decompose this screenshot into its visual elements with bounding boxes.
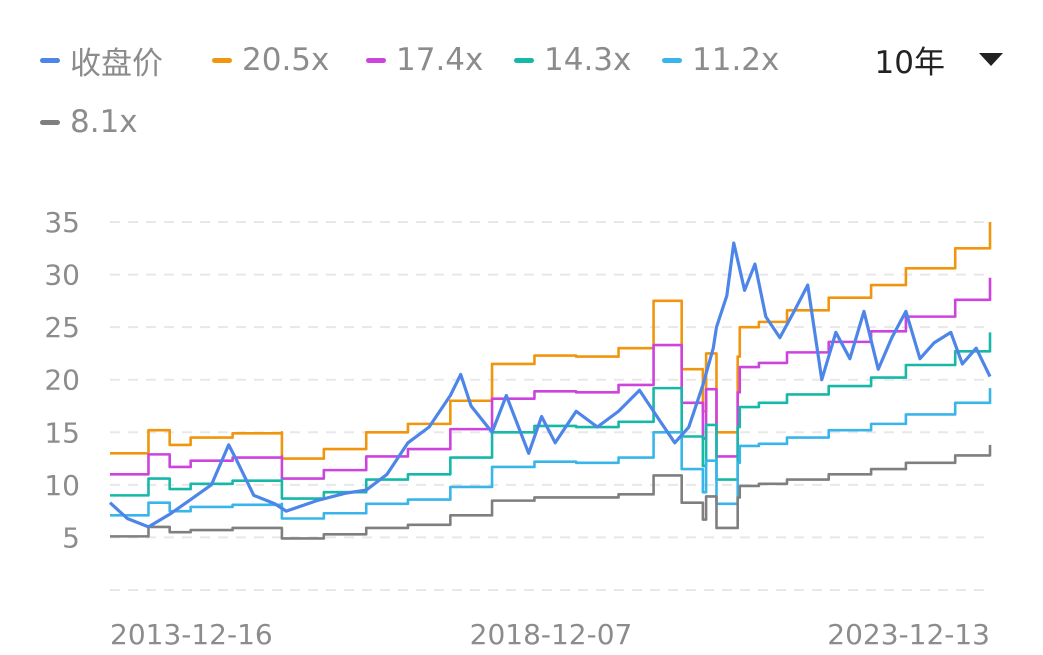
y-tick-label: 10 xyxy=(44,469,80,502)
x-axis-ticks: 2013-12-16 2018-12-07 2023-12-13 xyxy=(110,618,990,651)
grid-lines xyxy=(110,221,990,591)
legend-item-17-4x[interactable]: 17.4x xyxy=(366,34,483,86)
y-tick-label: 35 xyxy=(44,206,80,239)
legend-label: 8.1x xyxy=(70,104,138,140)
caret-down-icon xyxy=(979,52,1003,66)
period-selector-label: 10年 xyxy=(874,44,945,81)
y-tick-label: 20 xyxy=(44,364,80,397)
x-tick-label: 2018-12-07 xyxy=(470,618,633,651)
x-tick-label: 2023-12-13 xyxy=(827,618,990,651)
series-lines xyxy=(108,222,992,540)
legend-label: 14.3x xyxy=(544,42,632,78)
legend-item-11-2x[interactable]: 11.2x xyxy=(662,34,779,86)
x-tick-label: 2013-12-16 xyxy=(110,618,273,651)
y-tick-label: 15 xyxy=(44,416,80,449)
y-axis-ticks: 35 30 25 20 15 10 5 xyxy=(44,206,80,554)
series-line-5 xyxy=(108,241,992,529)
legend-swatch xyxy=(40,57,60,63)
y-tick-label: 5 xyxy=(62,521,80,554)
legend-swatch xyxy=(40,119,60,125)
series-line-2 xyxy=(110,332,992,500)
period-selector[interactable]: 10年 xyxy=(875,34,1003,84)
legend-label: 11.2x xyxy=(692,42,780,78)
legend-swatch xyxy=(662,57,682,63)
legend-item-close-price[interactable]: 收盘价 xyxy=(40,34,163,86)
series-line-0 xyxy=(110,222,992,460)
legend-label: 收盘价 xyxy=(70,45,163,82)
legend-swatch xyxy=(212,57,232,63)
legend-swatch xyxy=(366,57,386,63)
legend-item-20-5x[interactable]: 20.5x xyxy=(212,34,329,86)
y-tick-label: 30 xyxy=(44,259,80,292)
series-line-4 xyxy=(110,444,992,540)
legend-label: 17.4x xyxy=(396,42,484,78)
legend-item-14-3x[interactable]: 14.3x xyxy=(514,34,631,86)
series-line-1 xyxy=(110,277,992,480)
legend-label: 20.5x xyxy=(242,42,330,78)
y-tick-label: 25 xyxy=(44,311,80,344)
legend-swatch xyxy=(514,57,534,63)
legend-item-8-1x[interactable]: 8.1x xyxy=(40,96,138,148)
series-line-3 xyxy=(110,388,992,520)
